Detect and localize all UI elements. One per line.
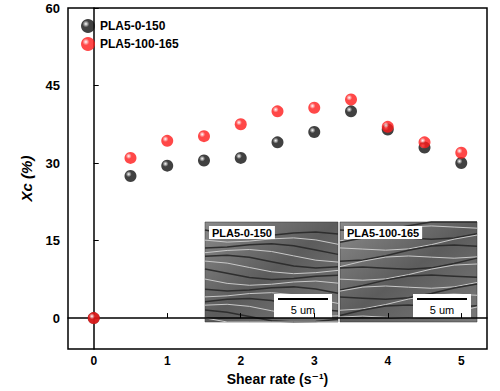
- svg-text:2: 2: [237, 354, 244, 368]
- svg-text:0: 0: [90, 354, 97, 368]
- svg-text:30: 30: [46, 156, 60, 171]
- svg-text:0: 0: [53, 311, 60, 326]
- svg-text:PLA5-100-165: PLA5-100-165: [100, 37, 179, 51]
- svg-text:PLA5-0-150: PLA5-0-150: [100, 19, 166, 33]
- svg-text:4: 4: [384, 354, 391, 368]
- svg-text:3: 3: [311, 354, 318, 368]
- svg-text:PLA5-100-165: PLA5-100-165: [347, 227, 419, 239]
- svg-text:5: 5: [458, 354, 465, 368]
- svg-text:Xc (%): Xc (%): [18, 156, 35, 203]
- svg-text:5 um: 5 um: [430, 304, 454, 316]
- svg-text:60: 60: [46, 1, 60, 16]
- svg-text:1: 1: [164, 354, 171, 368]
- svg-text:PLA5-0-150: PLA5-0-150: [212, 227, 272, 239]
- svg-text:5 um: 5 um: [291, 304, 315, 316]
- svg-text:45: 45: [46, 78, 60, 93]
- svg-text:15: 15: [46, 233, 60, 248]
- svg-text:Shear rate (s⁻¹): Shear rate (s⁻¹): [227, 371, 329, 387]
